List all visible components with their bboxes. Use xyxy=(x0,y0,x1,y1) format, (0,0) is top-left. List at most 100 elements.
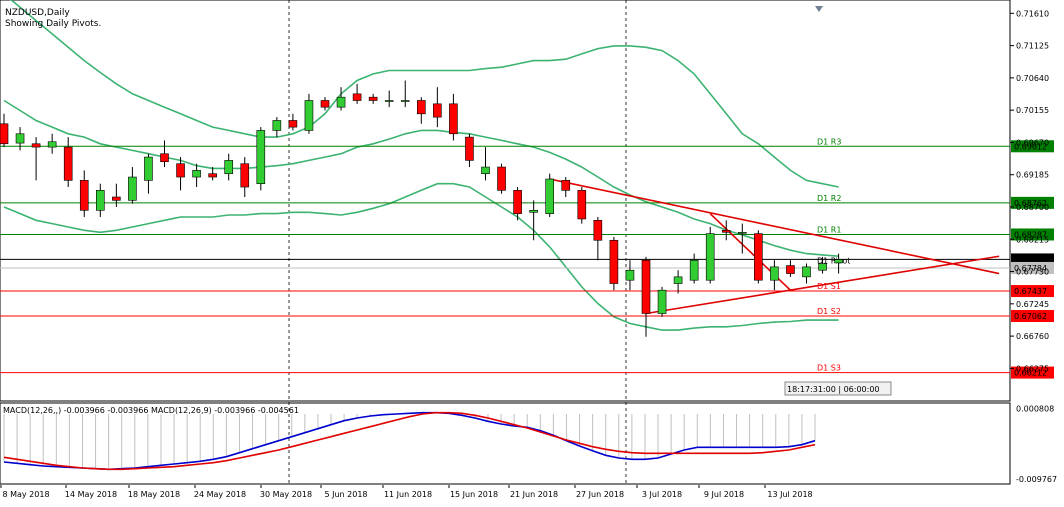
y-tick-label-9: 0.67245 xyxy=(1016,300,1049,309)
candle-body-12 xyxy=(192,170,201,178)
y-tick-label-5: 0.69185 xyxy=(1016,171,1049,180)
macd-label: MACD(12,26,,) -0.003966 -0.003966 MACD(1… xyxy=(3,406,299,415)
candle-body-28 xyxy=(449,103,458,135)
x-tick-label-1: 14 May 2018 xyxy=(65,490,117,499)
pivot-name-2: D1 R1 xyxy=(817,225,841,234)
x-tick-label-8: 21 Jun 2018 xyxy=(510,490,558,499)
trendline-1 xyxy=(645,255,1000,315)
candle-body-6 xyxy=(96,190,105,211)
pivot-name-3: D1 Pivot xyxy=(817,256,850,265)
bollinger-upper-band xyxy=(10,0,839,188)
candle-body-7 xyxy=(112,196,121,201)
countdown-box: 18:17:31:00 | 06:00:00 xyxy=(784,381,892,396)
current-price-tag xyxy=(1011,261,1054,274)
macd-signal-line xyxy=(3,411,816,471)
y-tick-label-2: 0.70640 xyxy=(1016,74,1049,83)
candle-body-52 xyxy=(834,259,843,264)
candle-body-41 xyxy=(657,289,667,314)
pivot-name-0: D1 R3 xyxy=(817,137,841,146)
y-tick-label-10: 0.66760 xyxy=(1016,332,1049,341)
trendline-0 xyxy=(549,178,1000,275)
pivot-price-tag-4 xyxy=(1011,285,1054,298)
macd-main-line xyxy=(3,411,816,471)
candle-body-19 xyxy=(304,100,314,131)
candle-body-15 xyxy=(240,163,250,188)
candle-body-9 xyxy=(144,156,153,181)
candle-body-51 xyxy=(818,263,827,271)
x-tick-label-4: 30 May 2018 xyxy=(260,490,312,499)
candle-body-42 xyxy=(673,276,683,284)
y-tick-label-7: 0.68215 xyxy=(1016,235,1049,244)
candle-body-8 xyxy=(128,176,137,201)
pivot-price-label-3: 0.67912 xyxy=(1014,255,1047,264)
y-tick-label-6: 0.68700 xyxy=(1016,203,1049,212)
x-tick-label-10: 3 Jul 2018 xyxy=(642,490,682,499)
pivot-name-6: D1 S3 xyxy=(817,364,841,373)
x-tick-label-2: 18 May 2018 xyxy=(128,490,180,499)
candle-body-22 xyxy=(352,93,362,101)
candle-body-17 xyxy=(272,120,282,131)
candle-body-0 xyxy=(0,123,9,145)
candle-body-37 xyxy=(593,219,603,241)
x-tick-label-6: 11 Jun 2018 xyxy=(384,490,432,499)
candle-body-24 xyxy=(384,100,394,102)
candle-body-16 xyxy=(256,130,266,184)
candle-body-36 xyxy=(577,190,587,220)
pivot-price-label-5: 0.67062 xyxy=(1014,312,1047,321)
pivot-price-tag-0 xyxy=(1011,140,1054,153)
macd-y-tick-label-0: 0.000808 xyxy=(1016,405,1054,414)
macd-y-tick-label-1: -0.009767 xyxy=(1016,475,1057,484)
y-tick-label-11: 0.66275 xyxy=(1016,364,1049,373)
pivot-price-tag-3 xyxy=(1011,253,1054,266)
y-tick-label-3: 0.70155 xyxy=(1016,106,1049,115)
pivot-price-label-6: 0.66212 xyxy=(1014,369,1047,378)
candle-body-1 xyxy=(15,133,25,144)
y-tick-label-0: 0.71610 xyxy=(1016,9,1049,18)
candle-body-32 xyxy=(513,190,522,214)
pivot-name-1: D1 R2 xyxy=(817,194,841,203)
candle-body-25 xyxy=(400,100,410,102)
candle-body-29 xyxy=(465,136,474,161)
pivot-name-4: D1 S1 xyxy=(817,282,841,291)
candle-body-2 xyxy=(31,143,41,148)
candle-body-21 xyxy=(336,96,346,108)
x-tick-label-3: 24 May 2018 xyxy=(194,490,246,499)
pivot-price-tag-5 xyxy=(1011,310,1054,323)
candle-body-33 xyxy=(529,210,538,213)
candle-body-45 xyxy=(721,229,731,233)
candle-body-11 xyxy=(176,163,185,178)
y-tick-label-1: 0.71125 xyxy=(1016,42,1049,51)
candle-body-31 xyxy=(497,166,506,191)
candle-body-18 xyxy=(288,120,298,128)
pivot-price-label-1: 0.68762 xyxy=(1014,199,1047,208)
candle-body-34 xyxy=(545,178,555,214)
x-tick-label-0: 8 May 2018 xyxy=(2,490,49,499)
pivot-price-tag-1 xyxy=(1011,196,1054,209)
candle-body-30 xyxy=(481,166,490,175)
x-tick-label-11: 9 Jul 2018 xyxy=(704,490,744,499)
candle-body-46 xyxy=(737,231,747,234)
candle-body-48 xyxy=(770,266,779,281)
candle-body-3 xyxy=(47,141,57,148)
chart-subtitle: Showing Daily Pivots. xyxy=(5,19,101,29)
countdown-text: 18:17:31:00 | 06:00:00 xyxy=(787,385,880,394)
candle-body-44 xyxy=(705,233,715,281)
candle-body-43 xyxy=(689,259,699,281)
candle-body-14 xyxy=(224,160,233,175)
main-pane-frame xyxy=(0,0,1011,402)
shift-marker-icon[interactable] xyxy=(815,6,823,12)
chart-title: NZDUSD,Daily xyxy=(5,8,70,18)
candle-body-38 xyxy=(609,239,619,284)
y-tick-label-8: 0.67730 xyxy=(1016,268,1049,277)
candle-body-26 xyxy=(416,100,426,115)
pivot-price-tag-2 xyxy=(1011,228,1054,241)
candle-body-5 xyxy=(79,180,89,211)
candle-body-4 xyxy=(63,146,73,181)
candle-body-39 xyxy=(625,269,635,281)
pivot-price-label-0: 0.69612 xyxy=(1014,142,1047,151)
candle-body-23 xyxy=(368,96,378,101)
candle-body-13 xyxy=(208,173,217,178)
candle-body-27 xyxy=(433,103,442,118)
